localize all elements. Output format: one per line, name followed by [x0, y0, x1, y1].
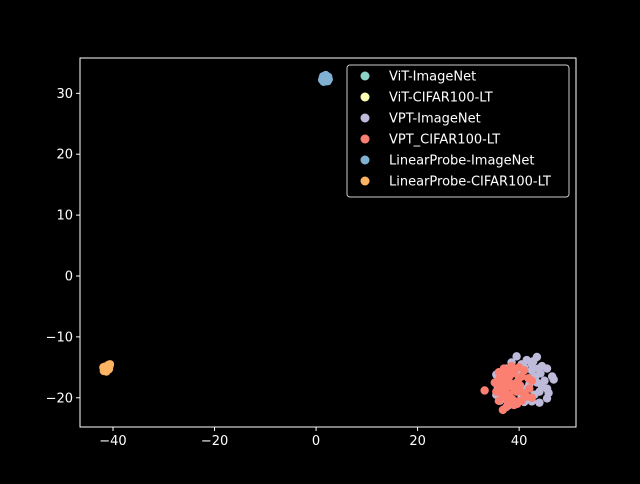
x-tick-label: 40 — [511, 434, 528, 449]
series-5 — [99, 360, 115, 376]
x-tick-label: −20 — [201, 434, 228, 449]
legend-label-3: VPT_CIFAR100-LT — [389, 133, 500, 148]
legend-marker-1 — [360, 92, 370, 102]
series-4 — [317, 70, 333, 86]
point-3-9 — [525, 384, 534, 393]
point-2-11 — [535, 398, 544, 407]
point-3-0 — [480, 386, 489, 395]
y-tick-label: 30 — [56, 87, 73, 102]
legend-label-4: LinearProbe-ImageNet — [389, 154, 535, 169]
legend-marker-4 — [360, 155, 370, 165]
point-2-34 — [535, 387, 544, 396]
point-2-7 — [549, 375, 558, 384]
legend-box — [346, 64, 570, 198]
point-3-43 — [501, 377, 511, 387]
x-tick-label: 20 — [409, 434, 426, 449]
series-3 — [480, 361, 537, 415]
y-tick-label: −10 — [46, 330, 73, 345]
y-tick-label: 10 — [56, 209, 73, 224]
point-3-41 — [496, 388, 506, 398]
point-3-37 — [524, 374, 533, 383]
plot-frame — [79, 57, 577, 428]
point-4-13 — [322, 73, 331, 83]
points-layer — [99, 70, 558, 415]
point-5-13 — [100, 364, 109, 374]
point-2-32 — [529, 357, 538, 366]
legend-label-2: VPT-ImageNet — [389, 112, 481, 127]
point-2-0 — [512, 352, 521, 361]
y-tick-label: 20 — [56, 148, 73, 163]
point-2-10 — [542, 394, 552, 403]
y-tick-label: −20 — [46, 391, 73, 406]
legend-marker-2 — [360, 113, 370, 123]
point-3-32 — [519, 388, 528, 398]
point-3-42 — [514, 374, 524, 383]
x-axis: −40 −20 0 20 40 — [99, 427, 527, 449]
y-tick-label: 0 — [65, 269, 73, 284]
point-2-31 — [540, 376, 549, 385]
point-3-11 — [527, 393, 537, 402]
x-tick-label: 0 — [312, 434, 320, 449]
point-3-39 — [510, 386, 520, 395]
legend-marker-3 — [360, 134, 370, 144]
point-2-22 — [527, 366, 537, 375]
legend-label-0: ViT-ImageNet — [389, 70, 476, 85]
point-2-5 — [542, 364, 552, 373]
point-3-44 — [512, 399, 522, 409]
legend-marker-5 — [360, 176, 370, 186]
legend-label-5: LinearProbe-CIFAR100-LT — [389, 175, 551, 190]
legend-marker-0 — [360, 71, 370, 81]
legend-label-1: ViT-CIFAR100-LT — [389, 91, 493, 106]
x-tick-label: −40 — [99, 434, 126, 449]
point-3-36 — [493, 380, 503, 389]
point-2-30 — [534, 364, 543, 373]
y-axis: −20 −10 0 10 20 30 — [46, 87, 80, 406]
legend: ViT-ImageNet ViT-CIFAR100-LT VPT-ImageNet V… — [346, 64, 570, 198]
point-3-15 — [498, 405, 508, 415]
